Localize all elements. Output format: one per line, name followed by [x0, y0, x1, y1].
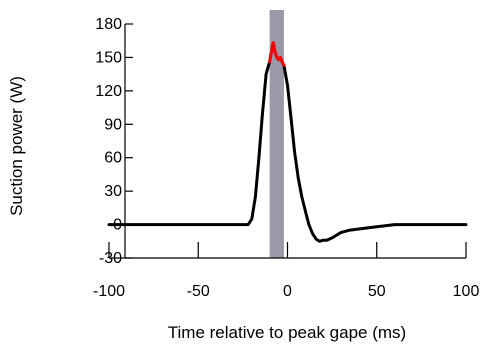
- x-axis-label: Time relative to peak gape (ms): [168, 323, 406, 342]
- y-tick-label: 180: [95, 16, 122, 33]
- y-tick-label: 150: [95, 49, 122, 66]
- x-tick-label: 0: [283, 283, 292, 300]
- y-tick-label: 90: [104, 116, 122, 133]
- x-tick-label: -50: [187, 283, 210, 300]
- x-tick-label: -100: [93, 283, 125, 300]
- y-tick-label: 60: [104, 150, 122, 167]
- shaded-time-band: [269, 10, 284, 258]
- suction-power-line: [107, 41, 468, 243]
- y-tick-label: 120: [95, 83, 122, 100]
- x-tick-label: 100: [453, 283, 480, 300]
- y-tick-label: 30: [104, 183, 122, 200]
- peak-highlight-segment: [268, 41, 286, 67]
- y-axis-label: Suction power (W): [7, 76, 26, 216]
- x-tick-label: 50: [368, 283, 386, 300]
